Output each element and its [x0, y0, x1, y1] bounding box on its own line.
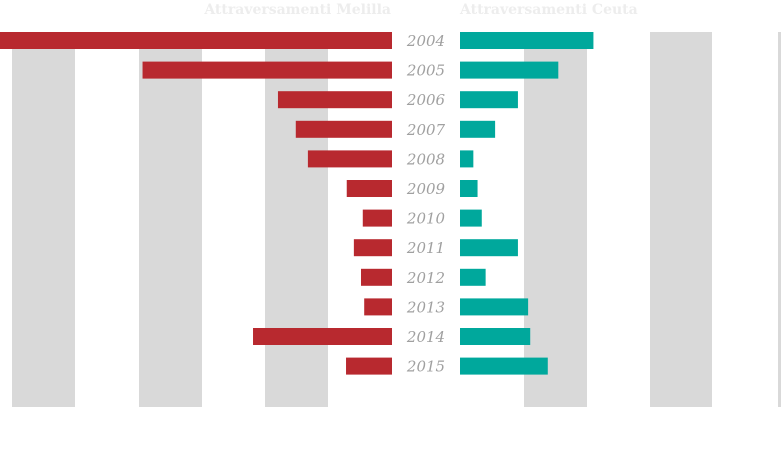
ceuta-bar-2009 — [460, 180, 478, 197]
melilla-bar-2005 — [142, 61, 392, 79]
ceuta-bar-2012 — [460, 268, 486, 286]
year-label-2004: 2004 — [406, 32, 445, 50]
ceuta-bar-2014 — [460, 328, 531, 345]
melilla-bar-2006 — [277, 91, 392, 109]
year-label-2013: 2013 — [406, 298, 445, 316]
melilla-bars — [0, 32, 392, 375]
melilla-bar-2011 — [353, 239, 392, 257]
melilla-bar-2007 — [295, 120, 392, 138]
ceuta-bar-2011 — [460, 239, 518, 257]
grid-bands — [12, 32, 781, 407]
ceuta-bar-2005 — [460, 61, 559, 79]
ceuta-bar-2015 — [460, 357, 548, 375]
grid-band — [12, 32, 75, 407]
year-label-2015: 2015 — [406, 358, 445, 376]
year-labels: 2004 2005 2006 2007 2008 2009 2010 2011 2012 2013… — [406, 32, 446, 376]
year-label-2010: 2010 — [406, 210, 446, 228]
melilla-bar-2015 — [346, 357, 392, 375]
year-label-2009: 2009 — [406, 180, 446, 198]
grid-band — [778, 32, 781, 407]
melilla-bar-2010 — [362, 209, 392, 227]
ceuta-bar-2008 — [460, 150, 474, 168]
melilla-bar-2013 — [364, 298, 392, 316]
melilla-panel-title: Attraversamenti Melilla — [203, 2, 391, 18]
melilla-bar-2008 — [307, 150, 392, 168]
grid-band — [139, 32, 202, 407]
ceuta-bars — [460, 32, 594, 375]
ceuta-bar-2004 — [460, 32, 594, 49]
year-label-2008: 2008 — [406, 150, 445, 168]
ceuta-bar-2013 — [460, 298, 529, 316]
melilla-bar-2012 — [360, 268, 392, 286]
ceuta-panel-title: Attraversamenti Ceuta — [459, 2, 638, 18]
year-label-2005: 2005 — [406, 62, 445, 80]
melilla-bar-2009 — [346, 180, 392, 197]
year-label-2014: 2014 — [406, 328, 445, 346]
melilla-bar-2014 — [253, 328, 392, 345]
ceuta-bar-2006 — [460, 91, 518, 109]
grid-band — [524, 32, 587, 407]
year-label-2012: 2012 — [406, 269, 445, 287]
grid-band — [650, 32, 712, 407]
year-label-2006: 2006 — [406, 91, 446, 109]
ceuta-bar-2007 — [460, 120, 496, 138]
year-label-2011: 2011 — [406, 239, 445, 257]
grid-band — [265, 32, 328, 407]
year-label-2007: 2007 — [406, 121, 446, 139]
ceuta-bar-2010 — [460, 209, 482, 227]
melilla-bar-2004 — [0, 32, 392, 49]
